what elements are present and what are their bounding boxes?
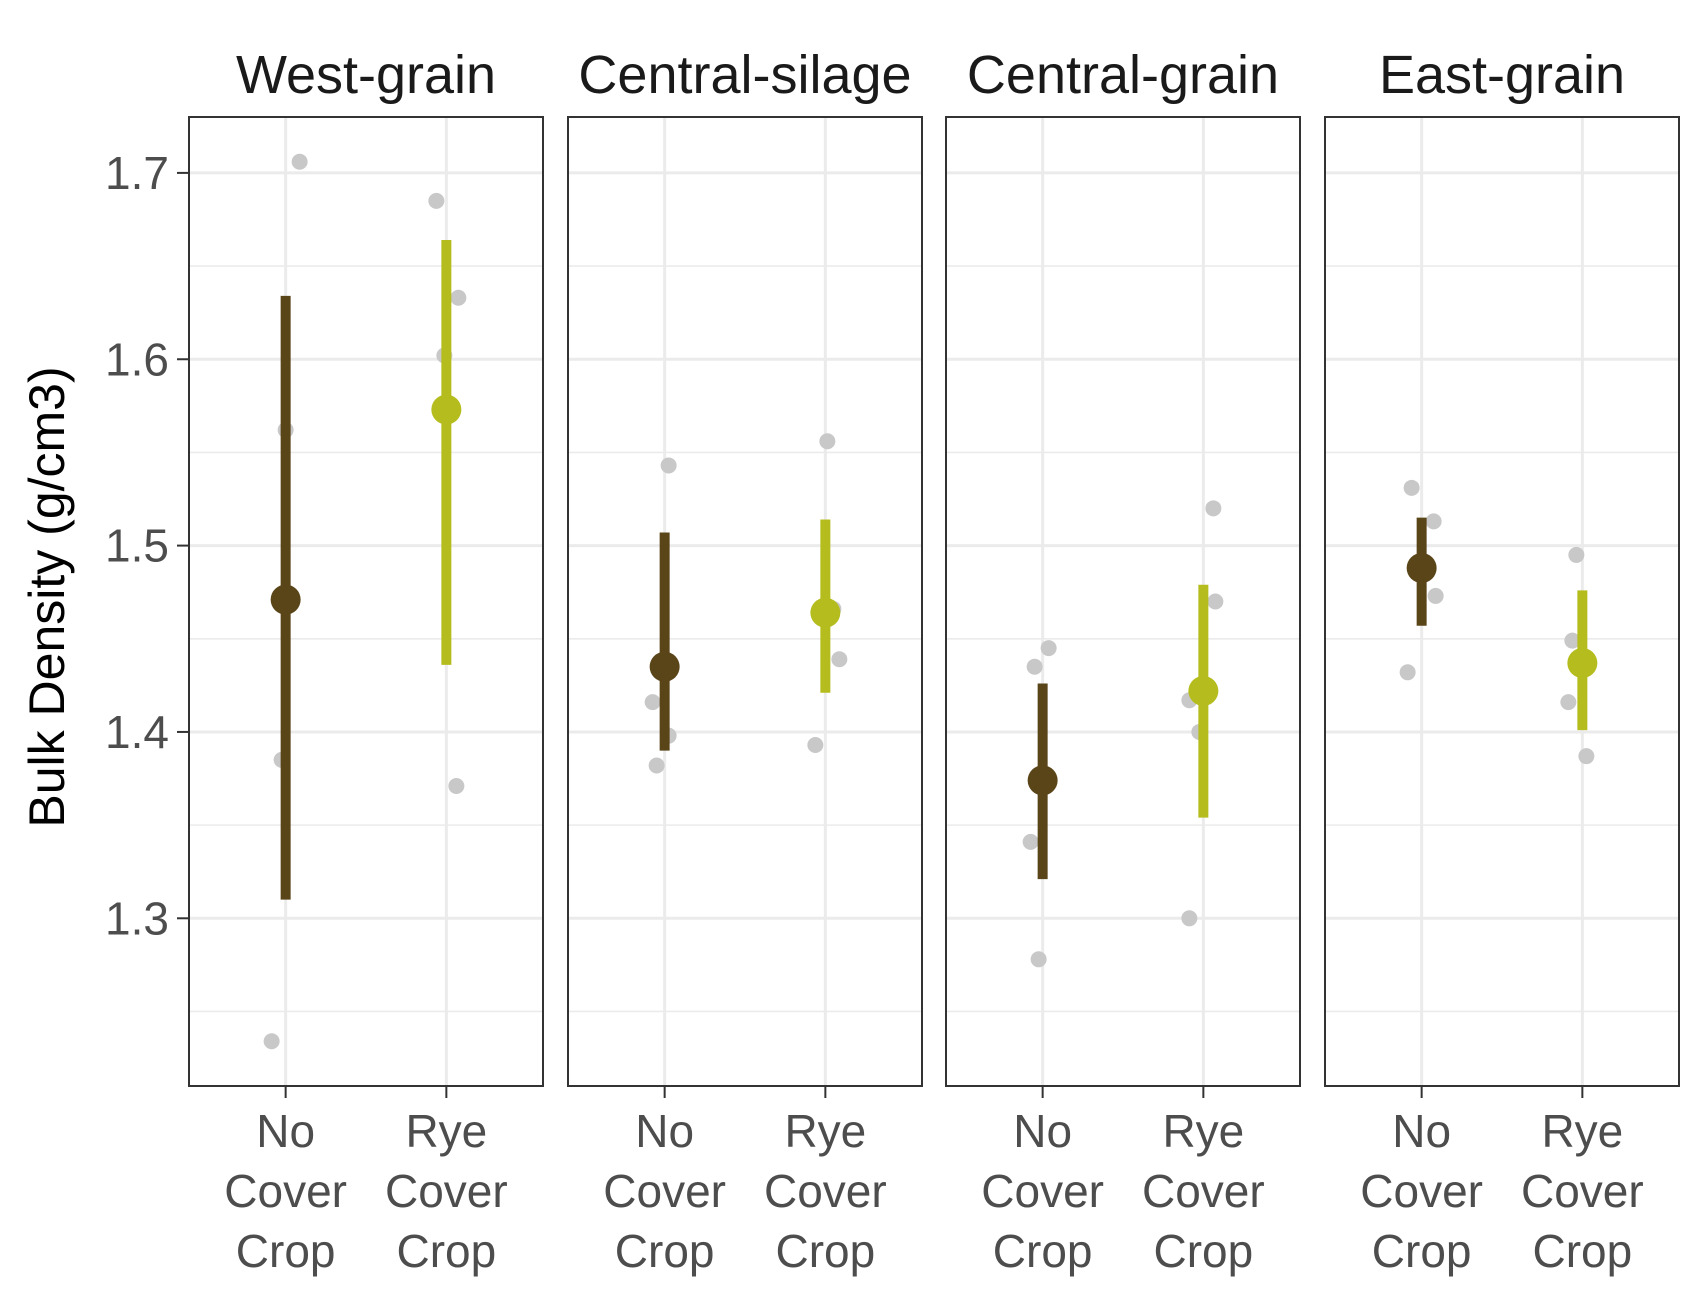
observation-point (1205, 500, 1222, 517)
mean-point (431, 394, 462, 425)
x-tick-label-line: Crop (1532, 1225, 1632, 1277)
x-tick-label-line: No (1392, 1105, 1451, 1157)
observation-point (450, 289, 467, 306)
x-tick-label-line: Crop (396, 1225, 496, 1277)
x-tick-label-line: No (635, 1105, 694, 1157)
panel-border (1324, 116, 1680, 1087)
mean-point (1027, 765, 1058, 796)
x-tick-label-line: Crop (993, 1225, 1093, 1277)
mean-point (1188, 675, 1219, 706)
x-tick-label-line: Cover (224, 1165, 347, 1217)
x-tick-label-line: Crop (615, 1225, 715, 1277)
facet-title: East-grain (1379, 45, 1625, 105)
x-tick-label-line: Rye (1541, 1105, 1623, 1157)
x-tick-label: No Cover Crop (981, 1105, 1104, 1277)
y-tick-label: 1.4 (105, 706, 169, 758)
observation-point (1425, 513, 1442, 530)
x-tick-label-line: Cover (1521, 1165, 1644, 1217)
x-tick-label-line: Cover (603, 1165, 726, 1217)
panel-border (188, 116, 544, 1087)
observation-point (1399, 664, 1416, 681)
panel-background (189, 117, 543, 1086)
observation-point (648, 757, 665, 774)
x-tick-label-line: No (256, 1105, 315, 1157)
panel-border (945, 116, 1301, 1087)
y-tick-label: 1.5 (105, 520, 169, 572)
x-tick-label-line: Crop (775, 1225, 875, 1277)
x-tick-label-line: Cover (981, 1165, 1104, 1217)
facet-title: West-grain (236, 45, 496, 105)
facet-title: Central-silage (578, 45, 911, 105)
mean-point (1406, 552, 1437, 583)
observation-point (1427, 587, 1444, 604)
observation-point (1026, 658, 1043, 675)
observation-point (1040, 640, 1057, 657)
mean-point (810, 597, 841, 628)
facet-panel: Central-silage No Cover Crop Rye Cover Crop (567, 45, 923, 1277)
facet-panel: East-grain No Cover Crop Rye Cover Crop (1324, 45, 1680, 1277)
y-tick-label: 1.6 (105, 333, 169, 385)
observation-point (263, 1033, 280, 1050)
x-tick-label: No Cover Crop (603, 1105, 726, 1277)
x-tick-label-line: Crop (1372, 1225, 1472, 1277)
y-axis-title: Bulk Density (g/cm3) (19, 366, 75, 827)
y-tick-label: 1.3 (105, 892, 169, 944)
observation-point (1403, 479, 1420, 496)
x-tick-label-line: Cover (764, 1165, 887, 1217)
x-tick-label: Rye Cover Crop (764, 1105, 887, 1277)
observation-point (644, 694, 661, 711)
facet-panel: West-grain No Cover Crop Rye Cover Crop (188, 45, 544, 1277)
observation-point (1030, 951, 1047, 968)
observation-point (1560, 694, 1577, 711)
observation-point (831, 651, 848, 668)
x-tick-label: Rye Cover Crop (1521, 1105, 1644, 1277)
x-tick-label-line: Crop (236, 1225, 336, 1277)
observation-point (1568, 546, 1585, 563)
observation-point (1181, 910, 1198, 927)
x-tick-label: No Cover Crop (224, 1105, 347, 1277)
panel-background (1325, 117, 1679, 1086)
x-tick-label-line: Crop (1153, 1225, 1253, 1277)
mean-point (1567, 647, 1598, 678)
mean-point (649, 651, 680, 682)
x-tick-label-line: Rye (784, 1105, 866, 1157)
facet-title: Central-grain (967, 45, 1279, 105)
panel-background (568, 117, 922, 1086)
observation-point (1022, 833, 1039, 850)
panel-background (946, 117, 1300, 1086)
observation-point (428, 192, 445, 209)
x-tick-label-line: Cover (1360, 1165, 1483, 1217)
x-tick-label: Rye Cover Crop (385, 1105, 508, 1277)
observation-point (1578, 748, 1595, 765)
observation-point (819, 433, 836, 450)
observation-point (448, 777, 465, 794)
observation-point (807, 736, 824, 753)
y-tick-label: 1.7 (105, 147, 169, 199)
x-tick-label: No Cover Crop (1360, 1105, 1483, 1277)
observation-point (660, 457, 677, 474)
observation-point (1207, 593, 1224, 610)
observation-point (1564, 632, 1581, 649)
mean-point (270, 584, 301, 615)
facet-panel: Central-grain No Cover Crop Rye Cover Crop (945, 45, 1301, 1277)
observation-point (291, 153, 308, 170)
x-tick-label-line: Rye (1162, 1105, 1244, 1157)
x-tick-label-line: Cover (385, 1165, 508, 1217)
x-tick-label-line: No (1013, 1105, 1072, 1157)
x-tick-label-line: Rye (405, 1105, 487, 1157)
panel-border (567, 116, 923, 1087)
x-tick-label-line: Cover (1142, 1165, 1265, 1217)
x-tick-label: Rye Cover Crop (1142, 1105, 1265, 1277)
